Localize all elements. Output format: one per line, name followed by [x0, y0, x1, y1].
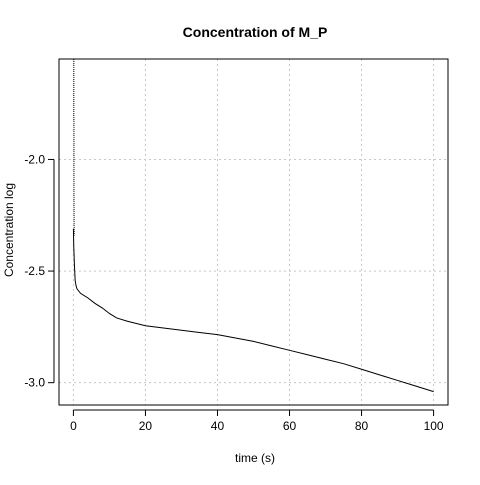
y-tick-label: -3.0 — [24, 376, 45, 390]
y-tick-label: -2.5 — [24, 264, 45, 278]
grid-lines — [59, 59, 448, 405]
axes: 0 20 40 60 80 100 -3.0 -2.5 -2.0 — [24, 152, 444, 433]
x-tick-label: 0 — [70, 419, 77, 433]
y-tick-label: -2.0 — [24, 152, 45, 166]
chart-title: Concentration of M_P — [183, 24, 328, 40]
x-tick-label: 20 — [139, 419, 153, 433]
x-axis-label: time (s) — [235, 451, 275, 465]
series-line — [73, 229, 433, 392]
x-tick-label: 100 — [424, 419, 444, 433]
plot-frame — [59, 59, 448, 405]
x-tick-label: 80 — [355, 419, 369, 433]
series-layer — [73, 59, 433, 392]
y-axis-label: Concentration log — [2, 183, 16, 277]
x-tick-label: 40 — [211, 419, 225, 433]
x-tick-label: 60 — [283, 419, 297, 433]
